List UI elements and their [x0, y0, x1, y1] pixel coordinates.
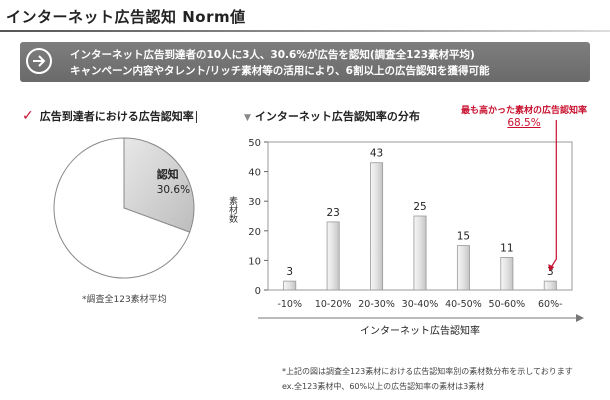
x-tick-label: 50-60%	[489, 299, 526, 310]
x-axis-label: インターネット広告認知率	[360, 324, 480, 337]
bar-value-label: 3	[286, 266, 293, 278]
x-tick-label: 30-40%	[402, 299, 439, 310]
y-tick-label: 50	[248, 138, 261, 149]
highlight-value: 68.5%	[507, 117, 541, 129]
summary-line-2: キャンペーン内容やタレント/リッチ素材等の活用により、6割以上の広告認知を獲得可…	[70, 65, 490, 77]
summary-box: インターネット広告到達者の10人に3人、30.6%が広告を認知(調査全123素材…	[20, 42, 590, 82]
x-axis-arrowhead	[576, 314, 584, 322]
x-tick-label: 40-50%	[445, 299, 482, 310]
x-tick-label: 60%-	[538, 299, 563, 310]
pie-slice-recognized	[123, 137, 195, 233]
bar-value-label: 43	[370, 148, 383, 160]
highlight-label: 最も高かった素材の広告認知率	[460, 106, 587, 116]
y-tick-label: 30	[248, 197, 261, 208]
bar-section-heading: ▼ インターネット広告認知率の分布	[244, 108, 420, 124]
text-cursor-icon	[195, 111, 197, 123]
bar	[456, 245, 470, 291]
page-title: インターネット広告認知 Norm値	[6, 8, 246, 26]
pie-slice-value-label: 30.6%	[157, 184, 190, 196]
footnote-line-1: *上記の図は調査全123素材における広告認知率別の素材数分布を示しております	[282, 367, 573, 376]
title-divider	[0, 30, 610, 32]
bar	[543, 280, 557, 291]
y-tick-label: 40	[248, 168, 261, 179]
checkmark-icon: ✓	[22, 108, 34, 124]
bar-value-label: 23	[326, 207, 339, 219]
arrow-right-icon	[26, 48, 52, 74]
x-tick-label: -10%	[277, 299, 302, 310]
x-tick-label: 10-20%	[315, 299, 352, 310]
bar	[500, 257, 514, 291]
footnote-line-2: ex.全123素材中、60%以上の広告認知率の素材は3素材	[282, 382, 485, 391]
pie-section-heading: ✓ 広告到達者における広告認知率	[22, 108, 197, 124]
highlight-callout-arrowhead	[548, 264, 555, 272]
pie-chart: 認知 30.6%	[53, 137, 195, 279]
triangle-icon: ▼	[244, 113, 251, 123]
pie-footnote: *調査全123素材平均	[82, 295, 167, 305]
bar	[283, 280, 297, 291]
bar	[370, 162, 384, 291]
y-tick-label: 0	[255, 286, 261, 297]
bar-value-label: 25	[413, 201, 426, 213]
bar-chart: 0 10 20 30 40 50 素材数 3 -10% 23 10-20% 43 20-30% 25 30-…	[227, 120, 584, 337]
pie-section-heading-text: 広告到達者における広告認知率	[39, 110, 194, 123]
highlight-callout-line	[550, 120, 557, 268]
summary-line-1: インターネット広告到達者の10人に3人、30.6%が広告を認知(調査全123素材…	[70, 49, 475, 61]
y-axis-label: 素材数	[227, 195, 238, 224]
bar	[326, 221, 340, 291]
bar	[413, 215, 427, 291]
bar-value-label: 11	[500, 242, 513, 254]
bar-value-label: 15	[457, 231, 470, 243]
y-tick-label: 20	[248, 227, 261, 238]
bar-section-heading-text: インターネット広告認知率の分布	[254, 110, 420, 123]
pie-slice-label: 認知	[157, 167, 179, 181]
y-tick-label: 10	[248, 256, 261, 267]
pie-slice-rest	[53, 137, 191, 279]
bar-value-label: 3	[547, 266, 554, 278]
x-tick-label: 20-30%	[358, 299, 395, 310]
